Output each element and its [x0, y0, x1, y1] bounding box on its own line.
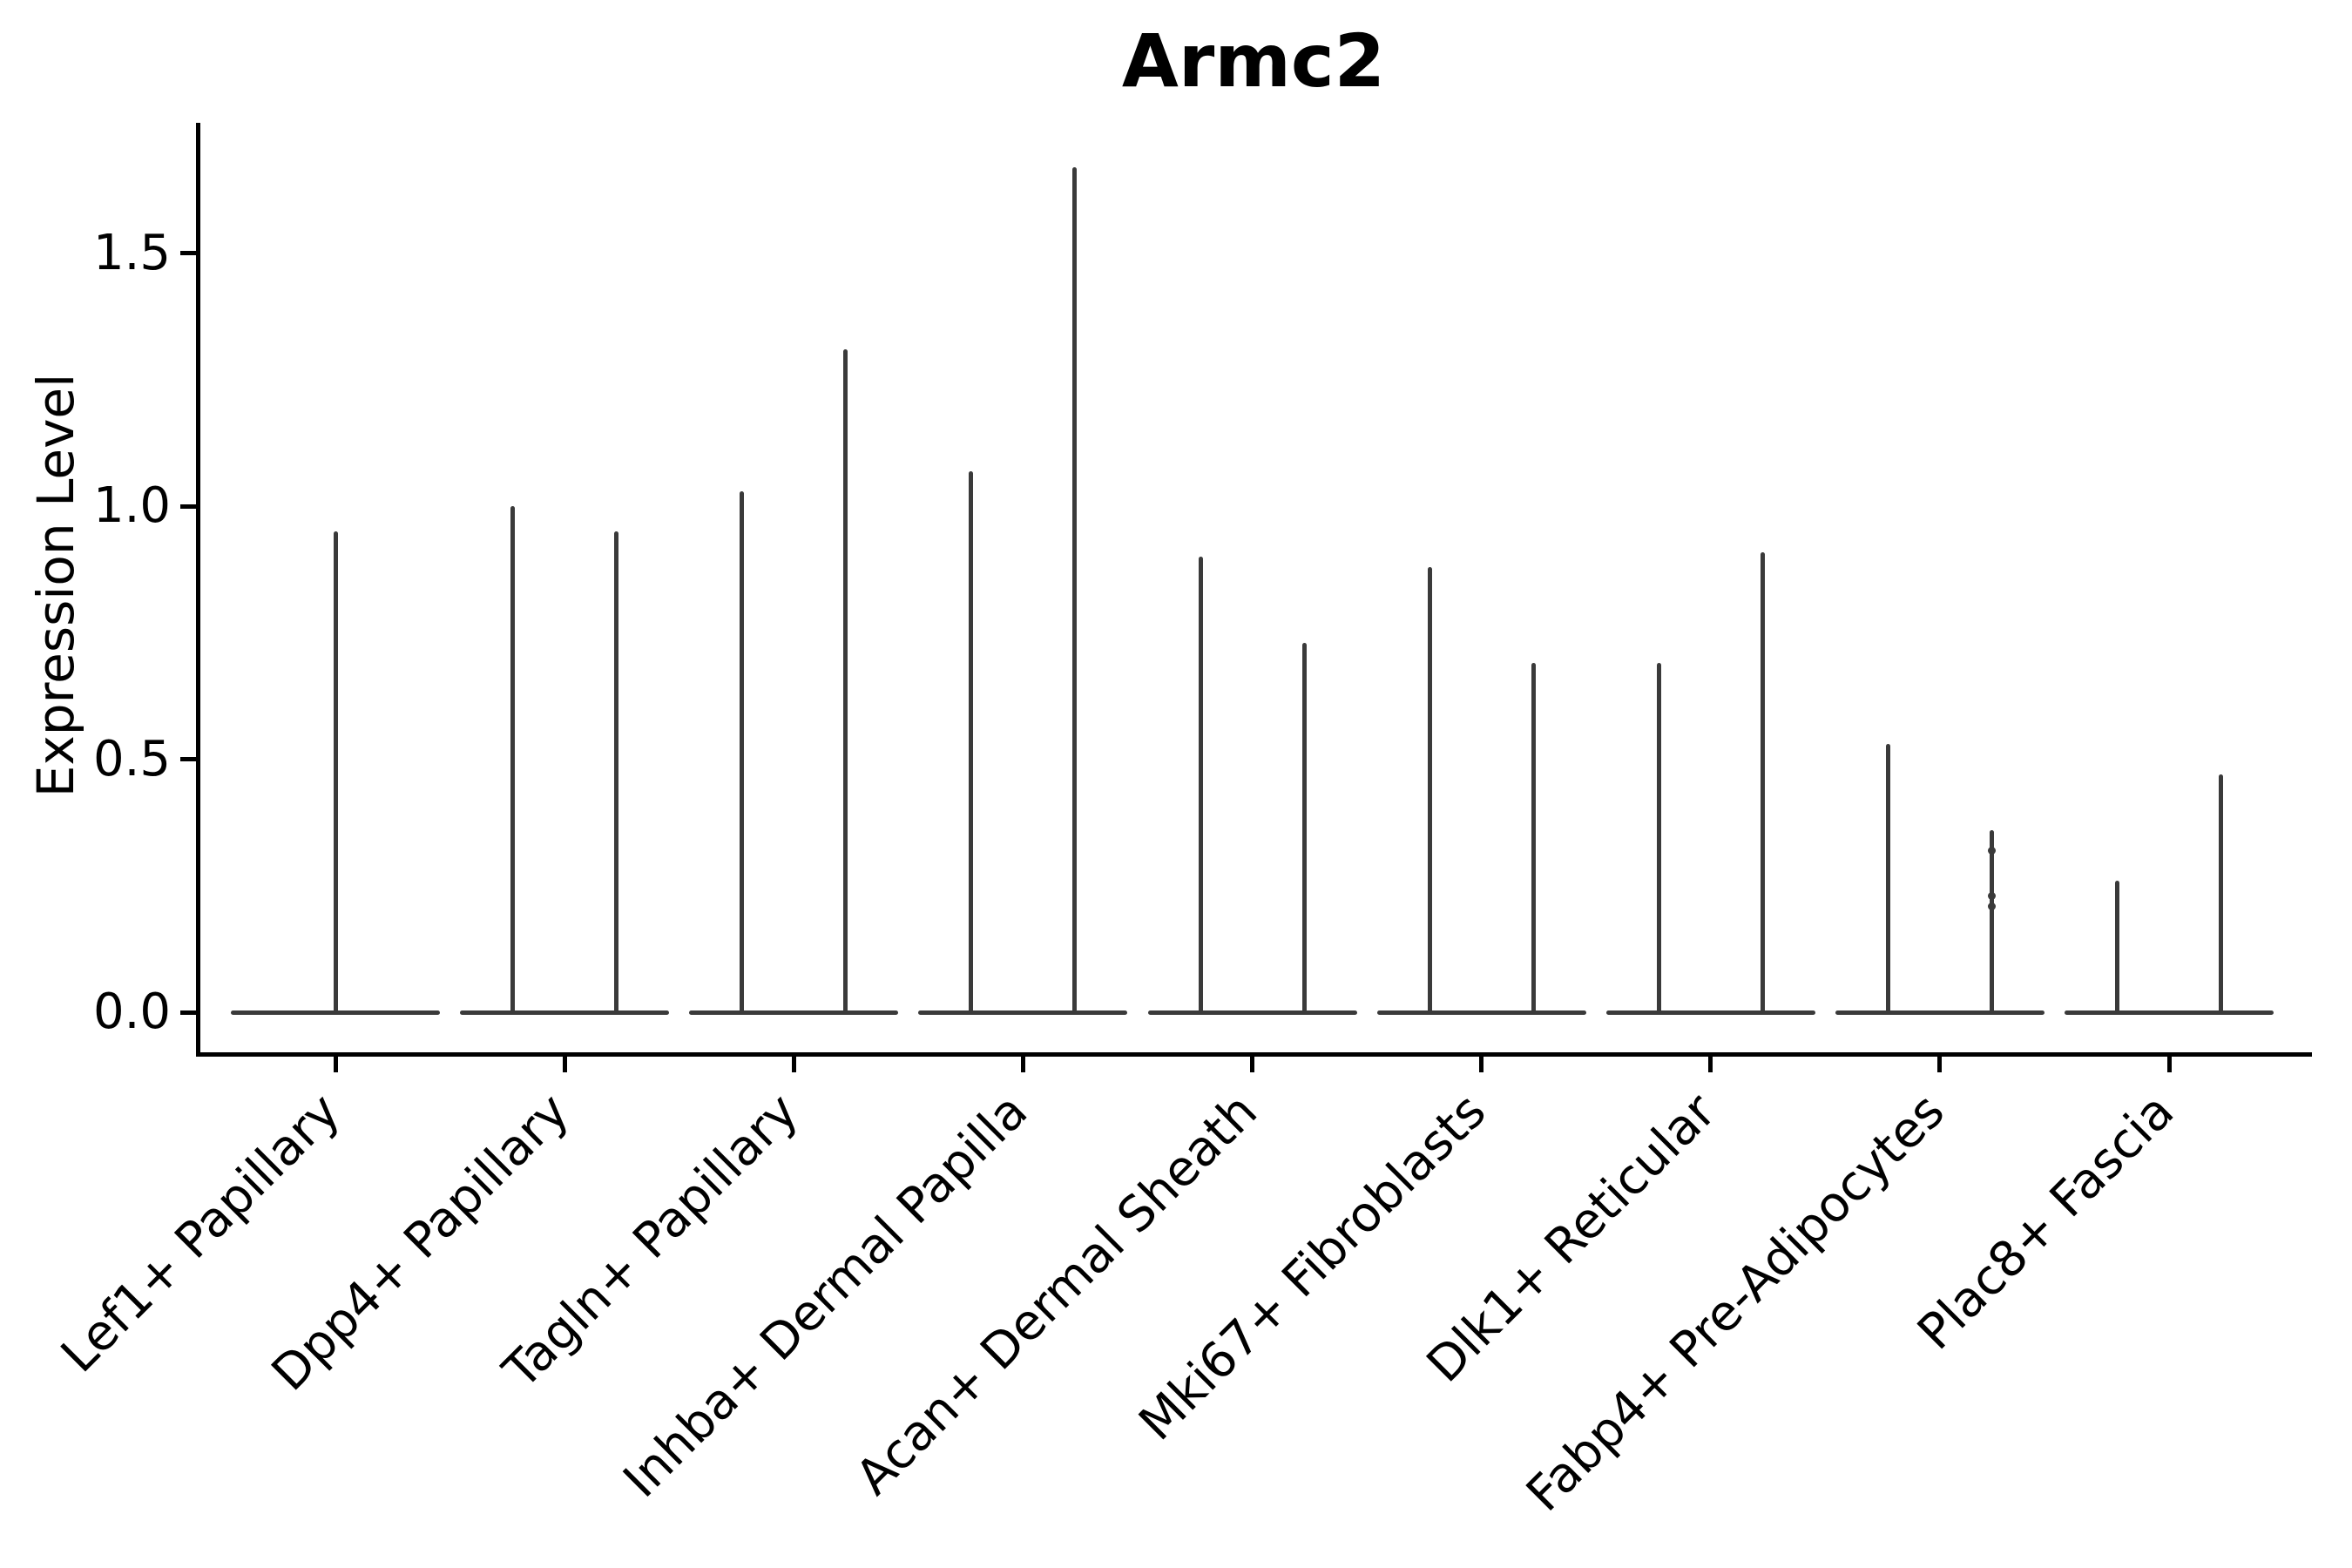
x-axis-spine [195, 1051, 2312, 1057]
y-axis-spine [195, 123, 200, 1057]
expression-point-dot [1987, 846, 1996, 855]
violin-spike [1531, 663, 1536, 1014]
x-tick-label: Inhba+ Dermal Papilla [612, 1083, 1039, 1509]
x-axis-tick [1937, 1056, 1943, 1072]
violin-base [1147, 1010, 1357, 1015]
y-axis-title: Expression Level [26, 373, 85, 798]
violin-base [689, 1010, 899, 1015]
y-tick-label: 1.0 [92, 477, 171, 535]
violin-spike [614, 531, 619, 1014]
x-axis-tick [1708, 1056, 1713, 1072]
y-axis-tick [179, 757, 196, 762]
violin-spike [333, 531, 338, 1014]
y-tick-label: 0.0 [92, 983, 171, 1040]
violin-base [1605, 1010, 1815, 1015]
violin-base [2065, 1010, 2274, 1015]
violin-spike [843, 349, 848, 1014]
expression-point-dot [1987, 902, 1996, 910]
violin-spike [1656, 663, 1661, 1014]
x-axis-tick [2166, 1056, 2172, 1072]
violin-base [460, 1010, 670, 1015]
x-tick-label: Acan+ Dermal Sheath [845, 1083, 1268, 1506]
y-axis-tick [179, 251, 196, 256]
expression-point-dot [1987, 891, 1996, 900]
violin-base [918, 1010, 1128, 1015]
violin-spike [1760, 551, 1765, 1014]
violin-spike [1885, 744, 1890, 1014]
x-axis-tick [791, 1056, 796, 1072]
x-axis-tick [562, 1056, 567, 1072]
y-axis-tick [179, 1010, 196, 1015]
x-tick-label: Fabp4+ Pre-Adipocytes [1516, 1083, 1957, 1523]
violin-spike [2219, 774, 2224, 1014]
violin-spike [1989, 829, 1994, 1014]
violin-base [1376, 1010, 1586, 1015]
violin-spike [740, 490, 745, 1014]
y-tick-label: 1.5 [92, 224, 171, 281]
x-axis-tick [1250, 1056, 1255, 1072]
violin-spike [1301, 643, 1307, 1014]
chart-title: Armc2 [1121, 18, 1386, 104]
violin-spike [969, 470, 974, 1014]
violin-spike [2115, 881, 2120, 1014]
violin-spike [510, 506, 516, 1014]
x-axis-tick [333, 1056, 338, 1072]
violin-base [1835, 1010, 2044, 1015]
x-axis-tick [1479, 1056, 1484, 1072]
x-axis-tick [1020, 1056, 1025, 1072]
violin-spike [1072, 167, 1078, 1014]
y-axis-tick [179, 504, 196, 509]
violin-spike [1427, 566, 1432, 1014]
y-tick-label: 0.5 [92, 730, 171, 787]
violin-spike [1198, 557, 1203, 1014]
